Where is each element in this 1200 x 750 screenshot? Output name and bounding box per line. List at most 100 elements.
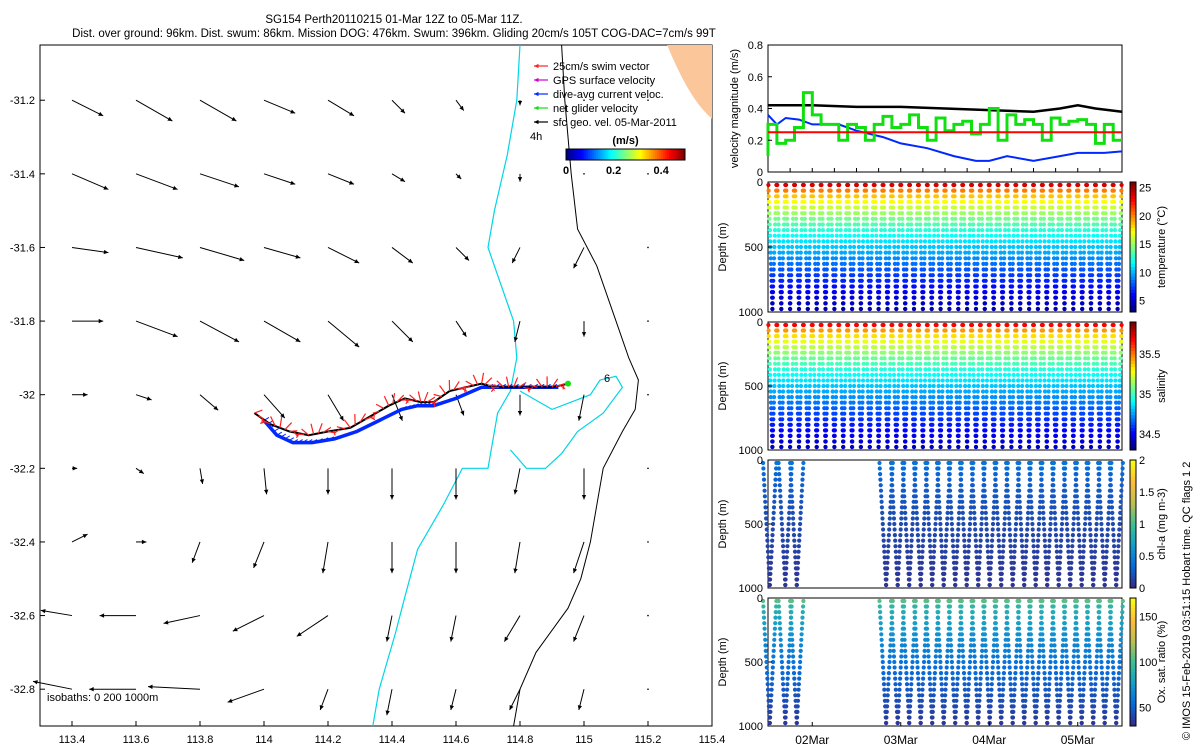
temperature-sample <box>1103 216 1108 221</box>
temperature-sample <box>811 199 816 204</box>
salinity-sample <box>1081 406 1086 411</box>
current-vector <box>384 414 391 419</box>
geo-velocity-vector-head <box>40 608 46 614</box>
salinity-sample <box>834 367 840 372</box>
salinity-sample <box>899 345 905 350</box>
chl-a-sample <box>884 571 889 577</box>
salinity-sample <box>1106 439 1111 444</box>
salinity-sample <box>852 378 857 383</box>
temperature-sample <box>965 284 970 289</box>
chl-a-sample <box>932 544 937 549</box>
chl-a-sample <box>761 460 766 466</box>
temperature-sample <box>852 233 857 238</box>
temperature-sample <box>903 290 908 295</box>
temperature-sample <box>903 301 908 306</box>
geo-velocity-vector-head <box>354 342 360 348</box>
salinity-sample <box>1029 378 1034 383</box>
temperature-sample <box>1108 250 1113 255</box>
salinity-sample <box>808 356 813 361</box>
salinity-sample <box>1113 372 1118 377</box>
chl-a-sample <box>1023 555 1028 560</box>
temperature-sample <box>1034 256 1039 261</box>
temperature-sample <box>873 216 878 221</box>
temperature-sample <box>766 194 771 199</box>
temperature-sample <box>885 301 890 306</box>
salinity-sample <box>874 378 879 383</box>
salinity-sample <box>1060 395 1065 400</box>
salinity-sample <box>892 395 897 400</box>
temperature-sample <box>905 228 910 233</box>
temperature-sample <box>983 278 988 283</box>
temperature-sample <box>944 216 949 221</box>
chl-a-sample <box>795 566 800 571</box>
salinity-sample <box>767 350 772 355</box>
temperature-sample <box>780 261 785 266</box>
salinity-sample <box>961 334 966 339</box>
temperature-sample <box>931 256 936 261</box>
salinity-sample <box>1115 433 1120 438</box>
salinity-sample <box>1055 395 1060 400</box>
temperature-sample <box>863 182 868 188</box>
temperature-sample <box>948 261 954 266</box>
salinity-sample <box>790 378 795 383</box>
temperature-sample <box>958 244 963 250</box>
temperature-sample <box>945 244 950 250</box>
salinity-sample <box>928 400 933 405</box>
chl-a-sample <box>925 505 931 510</box>
salinity-sample <box>892 378 897 383</box>
chl-a-sample <box>971 488 976 493</box>
salinity-sample <box>869 389 874 394</box>
salinity-sample <box>1073 372 1078 377</box>
chl-a-sample <box>921 527 926 532</box>
temperature-sample <box>1011 244 1016 250</box>
chl-a-sample <box>943 544 948 549</box>
salinity-sample <box>992 417 997 422</box>
temperature-sample <box>1103 222 1109 227</box>
temperature-sample <box>1046 256 1051 261</box>
temperature-sample <box>1010 256 1016 261</box>
colorbar-swatch <box>1130 227 1136 232</box>
temperature-sample <box>842 256 848 261</box>
temperature-sample <box>1073 244 1078 250</box>
temperature-sample <box>891 228 896 233</box>
temperature-sample <box>1032 216 1038 221</box>
chl-a-sample <box>983 510 988 515</box>
temperature-sample <box>1076 199 1081 204</box>
temperature-sample <box>832 290 838 295</box>
temperature-sample <box>997 205 1002 210</box>
temperature-sample <box>927 239 932 244</box>
temperature-sample <box>869 250 874 255</box>
temperature-sample <box>833 267 838 272</box>
temperature-sample <box>1036 273 1042 278</box>
temperature-sample <box>980 233 985 238</box>
temperature-sample <box>1069 239 1074 244</box>
salinity-sample <box>854 322 860 328</box>
temperature-sample <box>771 278 776 283</box>
salinity-sample <box>896 367 902 372</box>
chl-a-sample <box>928 549 933 554</box>
temperature-sample <box>869 261 874 266</box>
temperature-sample <box>1020 239 1025 244</box>
colorbar-swatch <box>573 149 577 160</box>
salinity-sample <box>939 422 944 427</box>
chl-a-sample <box>954 555 959 560</box>
salinity-sample <box>1077 361 1082 366</box>
salinity-sample <box>1031 322 1036 328</box>
chl-a-sample <box>927 538 932 543</box>
salinity-sample <box>1065 356 1070 361</box>
temperature-sample <box>1118 228 1123 233</box>
salinity-sample <box>858 444 864 450</box>
chl-a-sample <box>790 505 795 510</box>
chl-a-sample <box>763 499 768 504</box>
temperature-sample <box>1081 261 1086 266</box>
temperature-sample <box>931 261 936 266</box>
salinity-sample <box>934 322 939 328</box>
temperature-sample <box>830 250 835 255</box>
temperature-sample <box>799 239 804 244</box>
colorbar-swatch <box>1130 430 1136 435</box>
salinity-sample <box>1102 322 1107 328</box>
salinity-sample <box>1010 400 1015 405</box>
salinity-sample <box>917 339 922 344</box>
salinity-sample <box>949 383 954 389</box>
temperature-sample <box>1071 284 1077 289</box>
